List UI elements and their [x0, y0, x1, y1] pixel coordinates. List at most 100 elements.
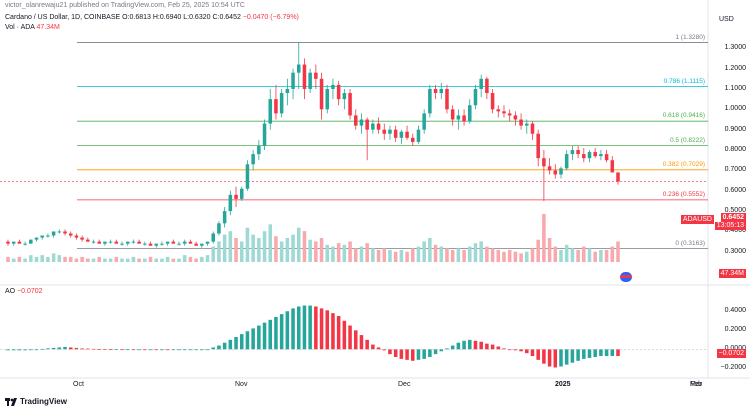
- volume-bar: [114, 256, 119, 262]
- ao-bar: [599, 349, 603, 357]
- volume-bar: [393, 251, 398, 262]
- ao-bar: [308, 305, 312, 350]
- candle-body: [616, 172, 620, 182]
- ao-bar: [410, 349, 415, 361]
- fib-label-3: 0.5 (0.8222): [669, 136, 705, 144]
- candle-body: [23, 243, 27, 245]
- candle-body: [274, 99, 278, 114]
- price-tick-label: 0.4000: [724, 227, 746, 235]
- candle-body: [97, 241, 101, 244]
- ao-bar: [257, 325, 261, 350]
- candle-body: [29, 239, 33, 244]
- tradingview-logo[interactable]: TradingView: [5, 397, 67, 406]
- ao-tick-label: 0.4000: [724, 307, 746, 315]
- volume-bar: [239, 241, 244, 262]
- candle-body: [177, 243, 181, 245]
- ao-bar: [194, 349, 198, 351]
- ao-tick-label: 0.0000: [725, 345, 746, 352]
- ao-bar: [177, 349, 181, 351]
- event-flag-icon[interactable]: [620, 272, 632, 282]
- volume-bar: [336, 243, 341, 262]
- candle-body: [547, 166, 552, 171]
- volume-bar: [182, 255, 187, 262]
- ao-bar: [291, 308, 295, 350]
- candle-body: [599, 154, 603, 157]
- volume-bar: [143, 258, 147, 262]
- time-tick-label: Nov: [235, 381, 248, 388]
- candle-body: [593, 152, 597, 157]
- candle-body: [217, 223, 221, 234]
- ao-label: AO: [5, 288, 16, 295]
- candle-body: [63, 231, 67, 234]
- ao-bar: [490, 344, 495, 350]
- candle-body: [103, 241, 107, 244]
- candle-body: [68, 233, 73, 236]
- tradingview-logo-icon: [5, 397, 17, 406]
- fib-label-0: 1 (1.3280): [675, 33, 705, 41]
- countdown-tag: 13:05:13: [714, 222, 746, 230]
- candle-body: [468, 105, 472, 122]
- candle-body: [125, 241, 130, 244]
- volume-bar: [245, 227, 250, 262]
- volume-legend[interactable]: Vol · ADA 47.34M: [5, 24, 60, 31]
- candle-body: [228, 194, 233, 212]
- currency-label[interactable]: USD: [719, 16, 734, 23]
- ao-bar: [34, 349, 39, 351]
- candle-body: [559, 168, 563, 175]
- volume-bar: [507, 250, 512, 262]
- volume-bar: [257, 238, 261, 262]
- volume-bar: [342, 244, 347, 262]
- ao-bar: [525, 349, 529, 354]
- candle-body: [604, 154, 609, 161]
- candle-body: [131, 241, 136, 243]
- candle-body: [519, 119, 523, 126]
- ao-bar: [359, 335, 364, 350]
- fib-label-6: 0 (0.3163): [675, 239, 705, 247]
- ao-bar: [371, 344, 375, 350]
- candle-body: [285, 88, 290, 94]
- ao-bar: [74, 347, 79, 350]
- ao-bar: [485, 343, 489, 350]
- candle-body: [399, 131, 404, 138]
- ao-bar: [530, 349, 535, 357]
- ao-bar: [564, 349, 569, 365]
- volume-bar: [513, 251, 518, 262]
- volume-bar: [251, 234, 255, 262]
- ao-bar: [154, 349, 158, 351]
- candle-body: [479, 78, 483, 89]
- symbol-name[interactable]: Cardano / US Dollar, 1D, COINBASE: [5, 14, 121, 21]
- volume-bar: [279, 241, 284, 262]
- volume-bar: [382, 248, 387, 262]
- volume-bar: [496, 250, 501, 262]
- candle-body: [325, 88, 330, 110]
- ao-bar: [228, 339, 233, 350]
- time-tick-label: Feb: [690, 381, 703, 388]
- ao-bar: [393, 349, 398, 357]
- candle-body: [485, 78, 489, 94]
- volume-bar: [29, 255, 33, 262]
- ao-bar: [388, 349, 392, 355]
- volume-bar: [108, 258, 113, 262]
- ao-bar: [40, 348, 44, 350]
- volume-bar: [564, 244, 569, 262]
- price-tick-label: 0.3000: [724, 247, 746, 255]
- candle-body: [11, 241, 16, 244]
- ao-bar: [433, 349, 438, 355]
- candle-body: [502, 111, 506, 114]
- candle-body: [279, 93, 284, 114]
- candle-body: [268, 99, 273, 124]
- ao-bar: [222, 342, 227, 350]
- volume-bar: [388, 250, 392, 262]
- ao-legend[interactable]: AO −0.0702: [5, 288, 43, 295]
- ao-bar: [342, 320, 347, 350]
- ao-bar: [468, 339, 472, 350]
- ao-bar: [205, 349, 210, 351]
- volume-bar: [160, 258, 164, 262]
- candle-body: [536, 133, 540, 159]
- ao-bar: [376, 347, 381, 350]
- ao-bar: [17, 349, 22, 351]
- candle-body: [405, 131, 409, 138]
- candle-body: [262, 123, 267, 146]
- ao-bar: [108, 349, 113, 350]
